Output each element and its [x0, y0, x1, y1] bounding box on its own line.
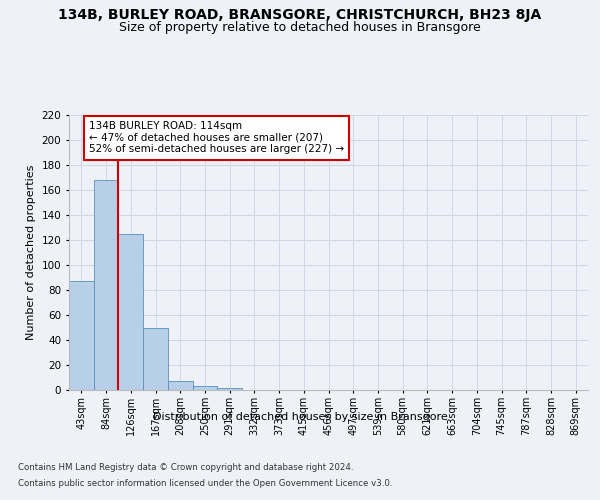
Text: Contains HM Land Registry data © Crown copyright and database right 2024.: Contains HM Land Registry data © Crown c…: [18, 462, 353, 471]
Text: Contains public sector information licensed under the Open Government Licence v3: Contains public sector information licen…: [18, 479, 392, 488]
Bar: [118, 234, 143, 390]
Bar: [217, 388, 242, 390]
Bar: [94, 180, 118, 390]
Text: Distribution of detached houses by size in Bransgore: Distribution of detached houses by size …: [152, 412, 448, 422]
Bar: [69, 281, 94, 390]
Bar: [143, 328, 168, 390]
Bar: [168, 381, 193, 390]
Text: 134B, BURLEY ROAD, BRANSGORE, CHRISTCHURCH, BH23 8JA: 134B, BURLEY ROAD, BRANSGORE, CHRISTCHUR…: [58, 8, 542, 22]
Text: Size of property relative to detached houses in Bransgore: Size of property relative to detached ho…: [119, 21, 481, 34]
Bar: [193, 386, 217, 390]
Y-axis label: Number of detached properties: Number of detached properties: [26, 165, 36, 340]
Text: 134B BURLEY ROAD: 114sqm
← 47% of detached houses are smaller (207)
52% of semi-: 134B BURLEY ROAD: 114sqm ← 47% of detach…: [89, 121, 344, 154]
